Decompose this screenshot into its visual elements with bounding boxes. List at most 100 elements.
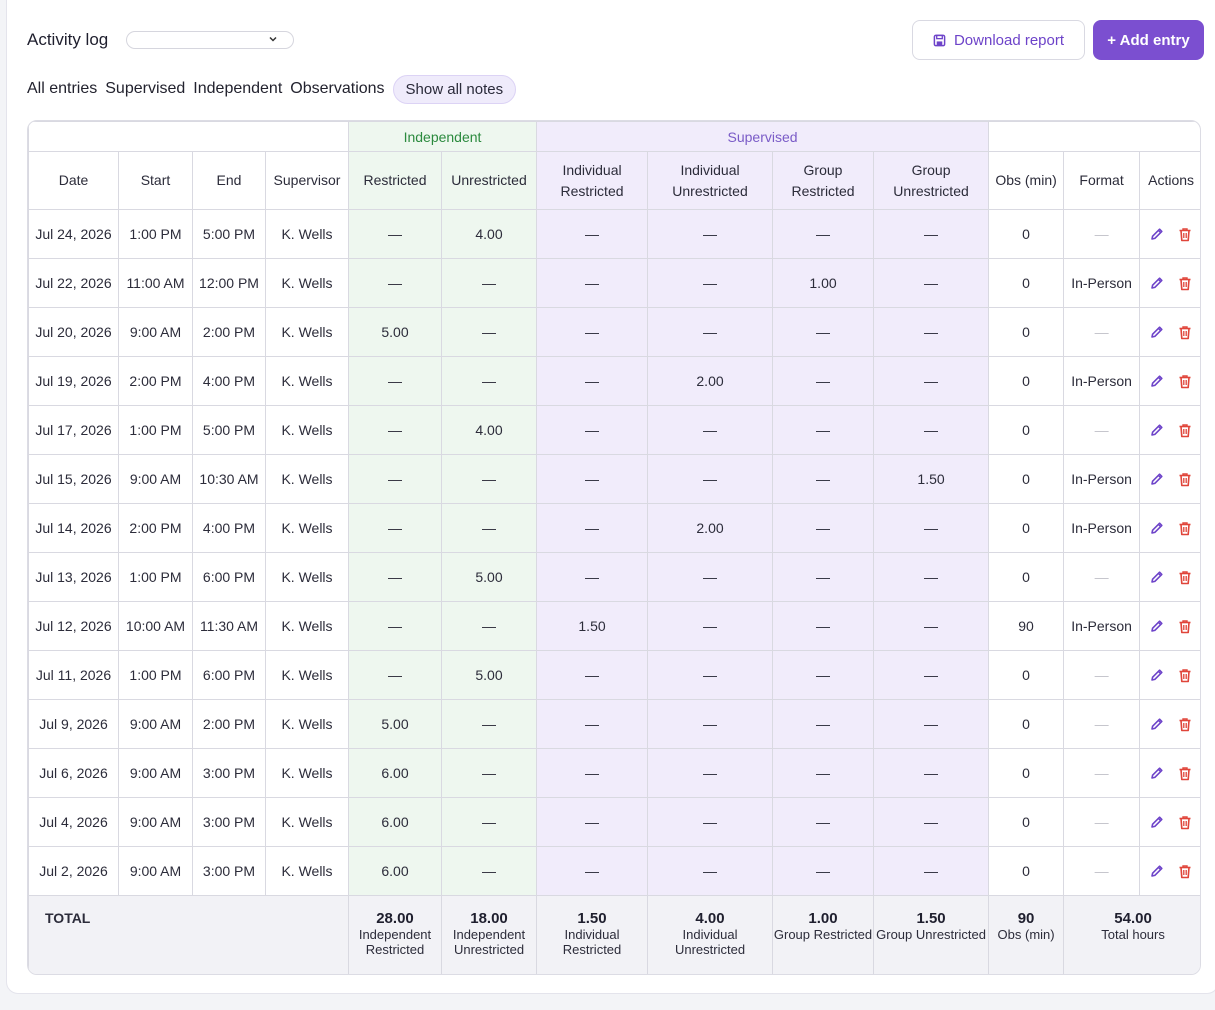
filter-all-entries[interactable]: All entries — [27, 80, 98, 97]
trash-icon[interactable] — [1178, 325, 1192, 340]
filter-independent[interactable]: Independent — [193, 80, 283, 97]
trash-icon[interactable] — [1178, 423, 1192, 438]
column-header-obs-min: Obs (min) — [988, 151, 1065, 210]
cell-date: Jul 19, 2026 — [28, 356, 119, 406]
cell-supervisor: K. Wells — [265, 748, 349, 798]
show-all-notes-button[interactable]: Show all notes — [392, 74, 517, 104]
cell-actions — [1139, 699, 1200, 749]
cell-format: In-Person — [1063, 601, 1141, 651]
cell-individual-restricted: — — [536, 748, 649, 798]
cell-individual-restricted: — — [536, 258, 649, 308]
cell-end: 5:00 PM — [192, 209, 266, 259]
cell-group-restricted: — — [772, 699, 875, 749]
cell-actions — [1139, 797, 1200, 847]
cell-group-unrestricted: — — [873, 258, 990, 308]
cell-actions — [1139, 503, 1200, 553]
pencil-icon[interactable] — [1150, 619, 1164, 633]
cell-supervisor: K. Wells — [265, 552, 349, 602]
pencil-icon[interactable] — [1150, 766, 1164, 780]
pencil-icon[interactable] — [1150, 276, 1164, 290]
cell-end: 3:00 PM — [192, 846, 266, 896]
total-caption: Independent Restricted — [358, 927, 432, 957]
cell-end: 2:00 PM — [192, 307, 266, 357]
cell-actions — [1139, 650, 1200, 700]
cell-restricted: 6.00 — [348, 846, 442, 896]
trash-icon[interactable] — [1178, 227, 1192, 242]
table-row: Jul 13, 2026 1:00 PM 6:00 PM K. Wells —5.00—… — [28, 552, 1200, 602]
pencil-icon[interactable] — [1150, 717, 1164, 731]
table-row: Jul 19, 2026 2:00 PM 4:00 PM K. Wells — — —2.0… — [28, 356, 1200, 406]
cell-group-unrestricted: — — [873, 846, 990, 896]
total-caption: Group Unrestricted — [876, 927, 986, 942]
trash-icon[interactable] — [1178, 815, 1192, 830]
cell-individual-unrestricted: 2.00 — [647, 503, 774, 553]
cell-obs-min: 0 — [988, 699, 1065, 749]
total-group-unrestricted: 1.50 Group Unrestricted — [873, 895, 990, 974]
cell-group-restricted: — — [772, 503, 875, 553]
cell-individual-unrestricted: — — [647, 307, 774, 357]
cell-actions — [1139, 307, 1200, 357]
trash-icon[interactable] — [1178, 766, 1192, 781]
total-value: 90 — [1017, 910, 1035, 927]
cell-format: — — [1063, 650, 1141, 700]
trash-icon[interactable] — [1178, 668, 1192, 683]
cell-individual-restricted: — — [536, 797, 649, 847]
cell-restricted: — — [348, 258, 442, 308]
cell-end: 3:00 PM — [192, 748, 266, 798]
log-select-dropdown[interactable] — [126, 31, 294, 49]
trash-icon[interactable] — [1178, 472, 1192, 487]
cell-restricted: — — [348, 650, 442, 700]
cell-unrestricted: 5.00 — [440, 650, 538, 700]
cell-date: Jul 2, 2026 — [28, 846, 119, 896]
pencil-icon[interactable] — [1150, 472, 1164, 486]
cell-date: Jul 6, 2026 — [28, 748, 119, 798]
activity-table: Independent Supervised Date Start End Super… — [28, 121, 1200, 974]
pencil-icon[interactable] — [1150, 815, 1164, 829]
pencil-icon[interactable] — [1150, 668, 1164, 682]
cell-individual-unrestricted: — — [647, 209, 774, 259]
column-header-date: Date — [28, 151, 119, 210]
trash-icon[interactable] — [1178, 374, 1192, 389]
column-header-unrestricted: Unrestricted — [440, 151, 538, 210]
cell-individual-restricted: — — [536, 503, 649, 553]
pencil-icon[interactable] — [1150, 521, 1164, 535]
cell-start: 11:00 AM — [118, 258, 193, 308]
cell-unrestricted: — — [440, 748, 538, 798]
column-header-restricted: Restricted — [348, 151, 442, 210]
total-caption: Group Restricted — [773, 927, 873, 942]
cell-date: Jul 9, 2026 — [28, 699, 119, 749]
cell-group-unrestricted: 1.50 — [873, 454, 990, 504]
cell-supervisor: K. Wells — [265, 699, 349, 749]
cell-unrestricted: — — [440, 503, 538, 553]
cell-restricted: 6.00 — [348, 748, 442, 798]
cell-supervisor: K. Wells — [265, 797, 349, 847]
pencil-icon[interactable] — [1150, 325, 1164, 339]
total-value: 18.00 — [470, 910, 508, 927]
pencil-icon[interactable] — [1150, 374, 1164, 388]
trash-icon[interactable] — [1178, 521, 1192, 536]
cell-date: Jul 20, 2026 — [28, 307, 119, 357]
cell-actions — [1139, 209, 1200, 259]
trash-icon[interactable] — [1178, 864, 1192, 879]
trash-icon[interactable] — [1178, 276, 1192, 291]
pencil-icon[interactable] — [1150, 423, 1164, 437]
pencil-icon[interactable] — [1150, 570, 1164, 584]
download-report-button[interactable]: Download report — [912, 20, 1085, 60]
trash-icon[interactable] — [1178, 570, 1192, 585]
cell-group-unrestricted: — — [873, 650, 990, 700]
cell-end: 4:00 PM — [192, 503, 266, 553]
trash-icon[interactable] — [1178, 717, 1192, 732]
total-label: TOTAL — [28, 895, 349, 974]
pencil-icon[interactable] — [1150, 864, 1164, 878]
cell-start: 9:00 AM — [118, 699, 193, 749]
filter-observations[interactable]: Observations — [290, 80, 385, 97]
trash-icon[interactable] — [1178, 619, 1192, 634]
table-row: Jul 9, 2026 9:00 AM 2:00 PM K. Wells 5.00— — —… — [28, 699, 1200, 749]
cell-individual-unrestricted: — — [647, 601, 774, 651]
cell-group-restricted: 1.00 — [772, 258, 875, 308]
cell-unrestricted: — — [440, 258, 538, 308]
add-entry-button[interactable]: + Add entry — [1093, 20, 1204, 60]
pencil-icon[interactable] — [1150, 227, 1164, 241]
filter-supervised[interactable]: Supervised — [105, 80, 186, 97]
cell-restricted: — — [348, 601, 442, 651]
